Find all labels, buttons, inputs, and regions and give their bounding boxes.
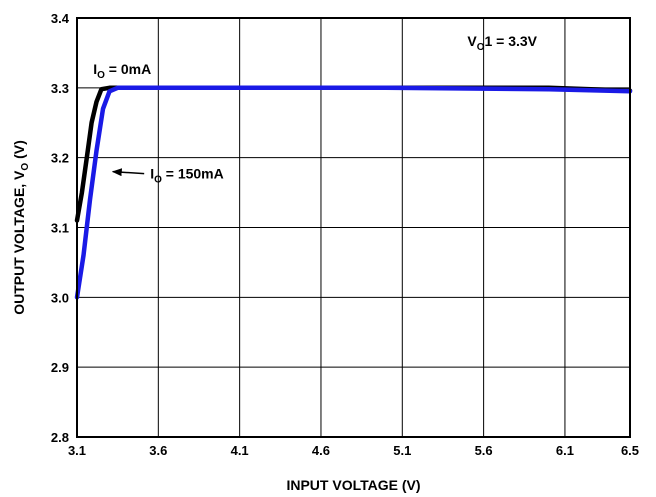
annotation-label-0: VO1 = 3.3V — [467, 33, 537, 53]
series-line-0 — [74, 85, 633, 223]
series-line-1 — [74, 85, 633, 300]
annotation-label-1: IO = 0mA — [93, 61, 151, 81]
y-tick-label: 2.9 — [51, 360, 69, 375]
y-tick-label: 3.0 — [51, 290, 69, 305]
grid — [76, 17, 631, 438]
y-tick-label: 3.3 — [51, 81, 69, 96]
annotation-arrow — [111, 168, 145, 177]
x-tick-label: 6.1 — [556, 443, 574, 458]
y-axis-label: OUTPUT VOLTAGE, VO (V) — [11, 140, 31, 315]
y-tick-label: 2.8 — [51, 430, 69, 445]
x-tick-label: 6.5 — [621, 443, 639, 458]
x-tick-label: 3.1 — [68, 443, 86, 458]
x-tick-label: 3.6 — [149, 443, 167, 458]
x-tick-label: 4.6 — [312, 443, 330, 458]
y-tick-label: 3.2 — [51, 151, 69, 166]
annotations: VO1 = 3.3V IO = 0mA IO = 150mA — [93, 33, 537, 186]
y-tick-labels: 2.8 2.9 3.0 3.1 3.2 3.3 3.4 — [51, 11, 70, 445]
plot-frame — [76, 17, 631, 438]
annotation-label-2: IO = 150mA — [150, 166, 224, 186]
x-tick-label: 5.6 — [475, 443, 493, 458]
x-tick-label: 4.1 — [231, 443, 249, 458]
y-tick-label: 3.1 — [51, 221, 69, 236]
y-tick-label: 3.4 — [51, 11, 70, 26]
x-axis-label: INPUT VOLTAGE (V) — [286, 477, 420, 493]
series-layer — [74, 85, 633, 300]
x-tick-labels: 3.1 3.6 4.1 4.6 5.1 5.6 6.1 6.5 — [68, 443, 639, 458]
x-tick-label: 5.1 — [393, 443, 411, 458]
